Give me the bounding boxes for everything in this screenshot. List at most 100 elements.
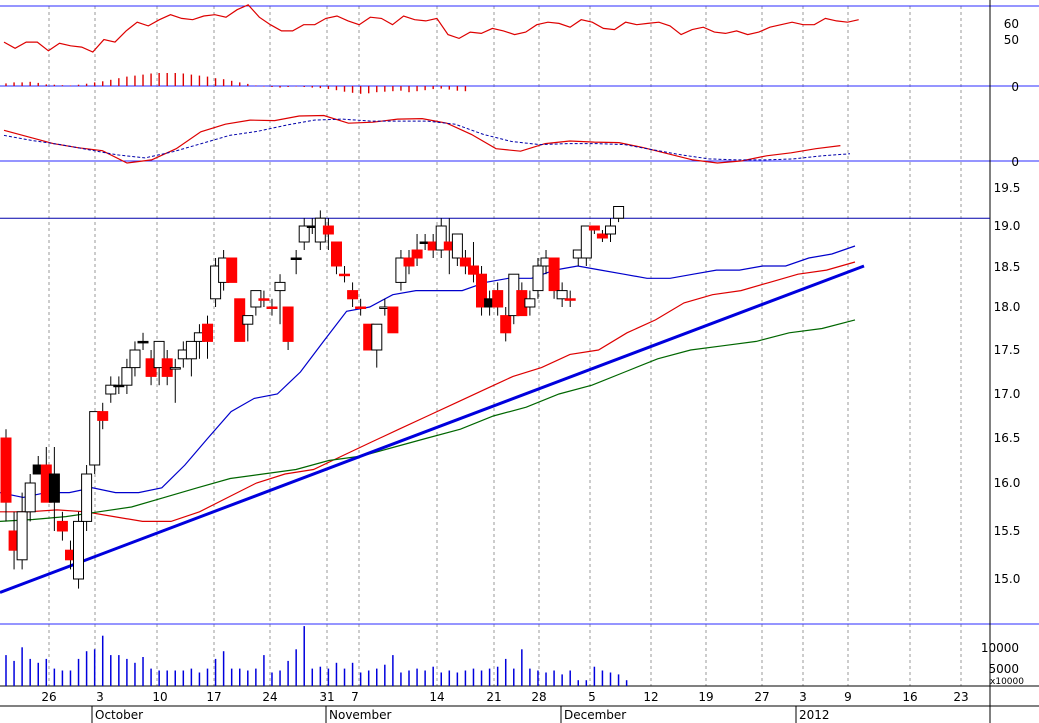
x-tick-day-label: 12 — [643, 690, 658, 704]
x-tick-day-label: 3 — [799, 690, 807, 704]
candle-body — [242, 315, 254, 325]
volume-tick-5000: 5000 — [988, 662, 1019, 676]
price-panel — [0, 206, 990, 594]
price-tick-17-5: 17.5 — [994, 343, 1021, 357]
macd-tick-0: 0 — [1011, 155, 1019, 169]
candle-body — [81, 473, 93, 522]
x-tick-day-label: 23 — [953, 690, 968, 704]
volume-unit-label: x10000 — [990, 677, 1024, 687]
moving-average-line — [0, 319, 856, 522]
macd-histogram-panel — [5, 73, 467, 94]
x-axis-labels: 26 3 10 17 24 31 7 14 21 28 5 12 19 27 3 9 16 23 October No… — [41, 690, 969, 723]
x-tick-day-label: 28 — [531, 690, 546, 704]
candle-body — [113, 384, 125, 388]
candle-body — [500, 315, 512, 334]
volume-panel — [5, 626, 628, 686]
candle-body — [0, 437, 12, 503]
candle-body — [411, 249, 423, 259]
x-tick-day-label: 14 — [429, 690, 444, 704]
moving-average-line — [0, 261, 856, 523]
x-tick-day-label: 26 — [41, 690, 56, 704]
candle-body — [532, 265, 544, 292]
trend-line — [0, 264, 865, 594]
candle-body — [476, 273, 487, 308]
candle-body — [451, 233, 463, 259]
price-tick-19-0: 19.0 — [994, 219, 1021, 233]
candle-body — [185, 340, 197, 360]
candle-body — [105, 384, 117, 395]
hist-tick-0: 0 — [1011, 80, 1019, 94]
x-month-label: December — [564, 708, 626, 722]
x-tick-day-label: 3 — [96, 690, 104, 704]
macd-signal-line — [3, 118, 851, 161]
x-tick-day-label: 21 — [486, 690, 501, 704]
candle-body — [129, 349, 141, 369]
candle-body — [596, 233, 608, 239]
price-tick-19-5: 19.5 — [994, 181, 1021, 195]
candle-body — [266, 306, 278, 309]
candle-body — [339, 273, 350, 277]
candle-body — [322, 225, 334, 235]
candle-body — [395, 257, 407, 283]
macd-panel — [3, 114, 851, 164]
candle-body — [556, 290, 568, 300]
price-tick-18-0: 18.0 — [994, 300, 1021, 314]
candle-body — [605, 225, 616, 235]
x-tick-day-label: 17 — [206, 690, 221, 704]
candle-body — [435, 225, 447, 251]
candle-body — [153, 340, 165, 369]
moving-average-line — [0, 245, 856, 499]
candle-body — [459, 257, 471, 267]
candle-body — [564, 298, 576, 301]
candle-body — [97, 411, 109, 421]
candle-body — [202, 323, 213, 342]
macd-line — [3, 114, 841, 164]
candle-body — [48, 473, 60, 503]
candle-body — [347, 290, 359, 300]
candle-body — [387, 306, 399, 334]
candle-body — [226, 257, 238, 283]
price-tick-17-0: 17.0 — [994, 387, 1021, 401]
candle-body — [355, 306, 367, 309]
candle-body — [282, 306, 294, 342]
price-tick-16-0: 16.0 — [994, 476, 1021, 490]
candle-body — [492, 290, 504, 308]
x-tick-day-label: 9 — [844, 690, 852, 704]
x-tick-day-label: 5 — [588, 690, 596, 704]
candle-body — [89, 411, 101, 466]
x-tick-day-label: 10 — [152, 690, 167, 704]
candle-body — [331, 241, 342, 267]
candle-body — [613, 206, 625, 219]
candle-body — [258, 298, 270, 301]
x-tick-day-label: 27 — [754, 690, 769, 704]
candle-body — [548, 257, 560, 292]
candle-body — [298, 225, 310, 243]
candle-body — [580, 225, 592, 259]
candle-body — [588, 225, 600, 231]
candle-body — [274, 281, 286, 292]
candle-body — [24, 482, 36, 513]
price-tick-18-5: 18.5 — [994, 260, 1021, 274]
rsi-line — [3, 4, 859, 53]
x-month-label: 2012 — [799, 708, 830, 722]
price-tick-16-5: 16.5 — [994, 431, 1021, 445]
candle-body — [290, 257, 302, 260]
x-tick-day-label: 7 — [351, 690, 359, 704]
x-month-label: November — [329, 708, 391, 722]
rsi-tick-60: 60 — [1004, 17, 1019, 31]
price-tick-15-0: 15.0 — [994, 572, 1021, 586]
candle-body — [468, 265, 479, 275]
x-month-label: October — [95, 708, 143, 722]
volume-tick-10000: 10000 — [981, 641, 1019, 655]
candle-body — [16, 511, 28, 561]
grid-lines — [48, 6, 962, 686]
rsi-panel — [3, 4, 859, 53]
x-tick-day-label: 24 — [262, 690, 277, 704]
candle-body — [121, 367, 133, 386]
candle-body — [403, 257, 415, 267]
candle-body — [73, 520, 84, 580]
y-axis-labels: 60 50 0 0 19.5 19.0 18.5 18.0 17.5 17.0 … — [981, 17, 1024, 687]
